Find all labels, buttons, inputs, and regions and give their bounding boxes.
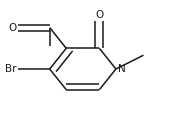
Text: O: O bbox=[95, 10, 103, 20]
Text: O: O bbox=[8, 23, 17, 33]
Text: N: N bbox=[118, 64, 125, 74]
Text: Br: Br bbox=[5, 64, 17, 74]
